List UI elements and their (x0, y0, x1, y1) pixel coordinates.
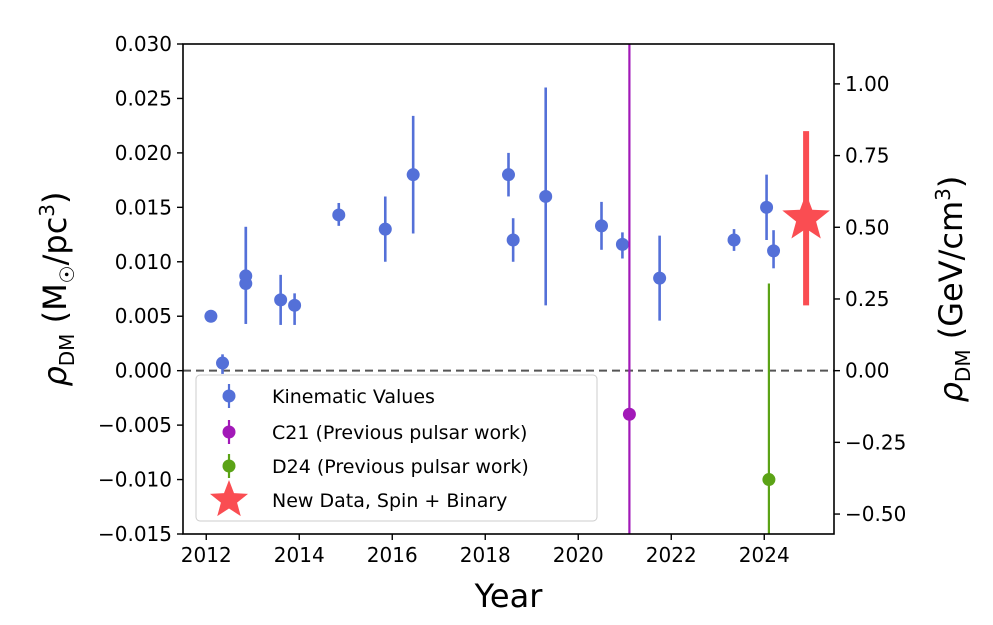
legend-circle-marker (222, 389, 236, 403)
y-left-tick-label: 0.025 (115, 86, 172, 110)
legend: Kinematic Values C21 (Previous pulsar wor… (195, 374, 598, 522)
data-point (653, 271, 667, 285)
y-left-tick-label: 0.020 (115, 141, 172, 165)
legend-entry: D24 (Previous pulsar work) (222, 454, 529, 478)
y-axis-title-right: ρDM (GeV/cm3) (931, 176, 975, 403)
legend-label: Kinematic Values (272, 386, 435, 408)
legend-label: C21 (Previous pulsar work) (272, 422, 527, 444)
series-0 (204, 87, 781, 374)
chart-marks (183, 44, 834, 534)
y-axis-title-left: ρDM (M☉/pc3) (35, 191, 79, 386)
legend-circle-marker (222, 459, 236, 473)
y-right-tick-label: 0.50 (845, 215, 890, 239)
y-left-tick-label: 0.005 (115, 304, 172, 328)
y-right-tick-label: 0.00 (845, 359, 890, 383)
x-tick-label: 2016 (367, 543, 418, 567)
data-point (615, 237, 629, 251)
data-point (762, 473, 776, 487)
x-tick-label: 2022 (646, 543, 697, 567)
x-tick-label: 2012 (181, 543, 232, 567)
data-point (502, 168, 515, 182)
legend-star-marker (209, 480, 249, 517)
plot-frame (182, 43, 835, 535)
x-axis-title: Year (474, 577, 544, 615)
data-point (216, 356, 230, 370)
x-tick-label: 2014 (274, 543, 325, 567)
y-left-tick-label: −0.015 (98, 522, 172, 546)
series-1 (622, 44, 636, 534)
data-point (288, 298, 302, 312)
legend-items: Kinematic Values C21 (Previous pulsar wor… (209, 384, 529, 517)
y-right-tick-label: 0.25 (845, 287, 890, 311)
legend-entry: C21 (Previous pulsar work) (222, 420, 527, 444)
series-2 (762, 283, 776, 534)
x-tick-label: 2018 (460, 543, 511, 567)
data-point (767, 244, 781, 258)
x-tick-label: 2024 (739, 543, 790, 567)
data-point (760, 200, 774, 214)
data-point (274, 293, 288, 307)
y-left-tick-label: −0.005 (98, 413, 172, 437)
data-point (727, 233, 741, 247)
y-left-tick-label: 0.010 (115, 250, 172, 274)
y-right-tick-label: 1.00 (845, 72, 890, 96)
data-point (204, 309, 218, 323)
y-left-tick-label: 0.015 (115, 195, 172, 219)
data-point (406, 168, 420, 182)
data-point (378, 222, 392, 236)
data-point (332, 208, 346, 222)
series-3 (782, 131, 830, 306)
legend-entry: Kinematic Values (222, 384, 435, 408)
y-right-tick-label: −0.25 (845, 430, 906, 454)
data-point (622, 407, 636, 421)
data-star (782, 193, 830, 239)
data-point (506, 233, 520, 247)
legend-box (195, 374, 598, 522)
y-left-tick-label: 0.030 (115, 32, 172, 56)
axis-ticks: 2012 2014 2016 2018 2020 2022 2024 −0.015 −0.010… (98, 32, 906, 567)
svg-text:ρDM (M☉/pc3): ρDM (M☉/pc3) (35, 191, 79, 386)
legend-label: New Data, Spin + Binary (272, 490, 507, 512)
y-left-tick-label: −0.010 (98, 468, 172, 492)
data-point (595, 219, 608, 233)
y-left-tick-label: 0.000 (115, 359, 172, 383)
y-right-tick-label: 0.75 (845, 144, 890, 168)
data-point (239, 277, 253, 291)
data-point (539, 189, 553, 203)
svg-text:ρDM (GeV/cm3): ρDM (GeV/cm3) (931, 176, 975, 403)
x-tick-label: 2020 (553, 543, 604, 567)
y-right-tick-label: −0.50 (845, 502, 906, 526)
legend-entry: New Data, Spin + Binary (209, 480, 507, 517)
legend-label: D24 (Previous pulsar work) (272, 456, 529, 478)
legend-circle-marker (222, 425, 236, 439)
